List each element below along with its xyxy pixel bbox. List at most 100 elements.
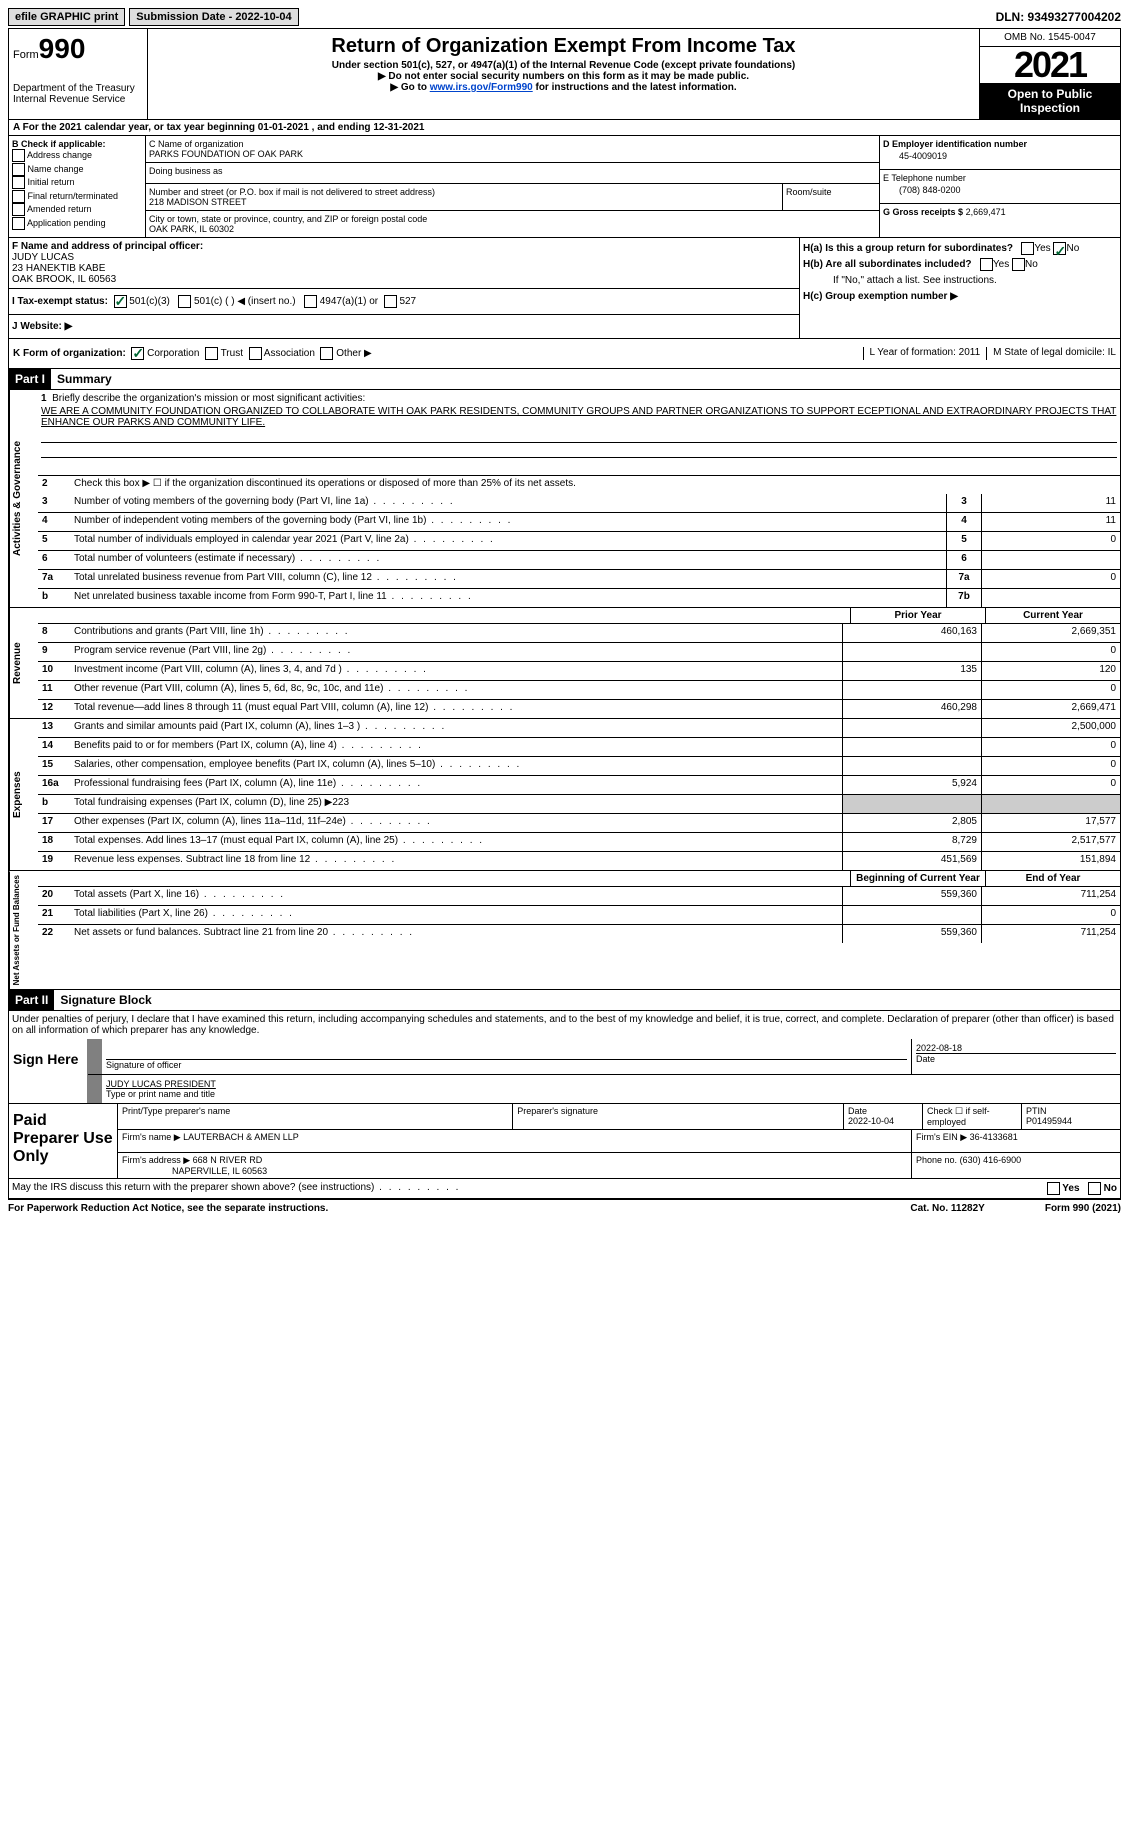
chk-name-change[interactable]: Name change xyxy=(12,163,142,177)
summary-row: 17Other expenses (Part IX, column (A), l… xyxy=(38,814,1120,833)
hdr-prior: Prior Year xyxy=(850,608,985,623)
summary-row: 6Total number of volunteers (estimate if… xyxy=(38,551,1120,570)
summary-row: 11Other revenue (Part VIII, column (A), … xyxy=(38,681,1120,700)
chk-final-return[interactable]: Final return/terminated xyxy=(12,190,142,204)
part2-title: Signature Block xyxy=(54,990,157,1010)
city-value: OAK PARK, IL 60302 xyxy=(149,224,234,234)
side-rev: Revenue xyxy=(9,608,38,718)
klm-row: K Form of organization: Corporation Trus… xyxy=(8,339,1121,369)
chk-initial-return[interactable]: Initial return xyxy=(12,176,142,190)
chk-501c3[interactable] xyxy=(114,295,127,308)
room-cell: Room/suite xyxy=(783,184,879,210)
chk-527[interactable] xyxy=(384,295,397,308)
org-info-grid: B Check if applicable: Address change Na… xyxy=(8,136,1121,238)
note-link: ▶ Go to www.irs.gov/Form990 for instruct… xyxy=(152,82,975,93)
chk-other[interactable] xyxy=(320,347,333,360)
prep-date: 2022-10-04 xyxy=(848,1116,894,1126)
tel-value: (708) 848-0200 xyxy=(883,183,1117,195)
ein-cell: D Employer identification number 45-4009… xyxy=(880,136,1120,170)
header-right: OMB No. 1545-0047 2021 Open to Public In… xyxy=(979,29,1120,119)
dln-text: DLN: 93493277004202 xyxy=(996,10,1121,24)
form-title: Return of Organization Exempt From Incom… xyxy=(152,35,975,58)
chk-corp[interactable] xyxy=(131,347,144,360)
perjury-decl: Under penalties of perjury, I declare th… xyxy=(9,1011,1120,1039)
header-left: Form990 Department of the Treasury Inter… xyxy=(9,29,148,119)
hdr-curr: Current Year xyxy=(985,608,1120,623)
org-name: PARKS FOUNDATION OF OAK PARK xyxy=(149,149,303,159)
topbar: efile GRAPHIC print Submission Date - 20… xyxy=(8,8,1121,26)
chk-trust[interactable] xyxy=(205,347,218,360)
chk-address-change[interactable]: Address change xyxy=(12,149,142,163)
section-f: F Name and address of principal officer:… xyxy=(9,238,799,289)
city-cell: City or town, state or province, country… xyxy=(146,211,879,237)
irs-no[interactable] xyxy=(1088,1182,1101,1195)
chk-501c[interactable] xyxy=(178,295,191,308)
section-i: I Tax-exempt status: 501(c)(3) 501(c) ( … xyxy=(9,289,799,315)
fgh-grid: F Name and address of principal officer:… xyxy=(8,238,1121,339)
ptin-value: P01495944 xyxy=(1026,1116,1072,1126)
officer-name: JUDY LUCAS xyxy=(12,252,74,263)
submission-date-button[interactable]: Submission Date - 2022-10-04 xyxy=(129,8,298,26)
firm-city: NAPERVILLE, IL 60563 xyxy=(172,1166,267,1176)
ha-no[interactable] xyxy=(1053,242,1066,255)
officer-addr2: OAK BROOK, IL 60563 xyxy=(12,274,116,285)
irs-link[interactable]: www.irs.gov/Form990 xyxy=(430,82,533,93)
summary-row: 9Program service revenue (Part VIII, lin… xyxy=(38,643,1120,662)
street-value: 218 MADISON STREET xyxy=(149,197,247,207)
open-to-public: Open to Public Inspection xyxy=(980,83,1120,119)
summary-row: 7aTotal unrelated business revenue from … xyxy=(38,570,1120,589)
dept-label: Department of the Treasury xyxy=(13,83,143,94)
hdr-beg: Beginning of Current Year xyxy=(850,871,985,886)
summary-row: 4Number of independent voting members of… xyxy=(38,513,1120,532)
efile-print-button[interactable]: efile GRAPHIC print xyxy=(8,8,125,26)
paid-prep-label: Paid Preparer Use Only xyxy=(9,1104,117,1178)
gross-cell: G Gross receipts $ 2,669,471 xyxy=(880,204,1120,237)
hb-no[interactable] xyxy=(1012,258,1025,271)
summary-row: 16aProfessional fundraising fees (Part I… xyxy=(38,776,1120,795)
summary-row: bNet unrelated business taxable income f… xyxy=(38,589,1120,607)
may-irs-row: May the IRS discuss this return with the… xyxy=(8,1179,1121,1199)
part2-bar: Part II xyxy=(9,990,54,1010)
ein-value: 45-4009019 xyxy=(883,149,1117,161)
chk-4947[interactable] xyxy=(304,295,317,308)
section-l: L Year of formation: 2011 xyxy=(863,347,981,360)
hb-yes[interactable] xyxy=(980,258,993,271)
irs-label: Internal Revenue Service xyxy=(13,94,143,105)
ha-yes[interactable] xyxy=(1021,242,1034,255)
firm-addr: 668 N RIVER RD xyxy=(193,1155,263,1165)
side-exp: Expenses xyxy=(9,719,38,870)
summary-row: 14Benefits paid to or for members (Part … xyxy=(38,738,1120,757)
form-header: Form990 Department of the Treasury Inter… xyxy=(8,28,1121,120)
sign-here-label: Sign Here xyxy=(9,1039,87,1103)
tel-cell: E Telephone number (708) 848-0200 xyxy=(880,170,1120,204)
irs-yes[interactable] xyxy=(1047,1182,1060,1195)
summary-row: 10Investment income (Part VIII, column (… xyxy=(38,662,1120,681)
summary-row: 8Contributions and grants (Part VIII, li… xyxy=(38,624,1120,643)
summary-row: 22Net assets or fund balances. Subtract … xyxy=(38,925,1120,943)
summary-row: 13Grants and similar amounts paid (Part … xyxy=(38,719,1120,738)
street-cell: Number and street (or P.O. box if mail i… xyxy=(146,184,783,210)
section-de: D Employer identification number 45-4009… xyxy=(879,136,1120,237)
self-emp-check[interactable]: Check ☐ if self-employed xyxy=(923,1104,1022,1129)
section-j: J Website: ▶ xyxy=(9,315,799,338)
tax-year: 2021 xyxy=(980,47,1120,83)
sig-date: 2022-08-18 xyxy=(916,1043,962,1053)
dba-cell: Doing business as xyxy=(146,163,879,184)
summary-row: 15Salaries, other compensation, employee… xyxy=(38,757,1120,776)
firm-name: LAUTERBACH & AMEN LLP xyxy=(183,1132,299,1142)
summary-row: 18Total expenses. Add lines 13–17 (must … xyxy=(38,833,1120,852)
part1-bar: Part I xyxy=(9,369,51,389)
org-name-cell: C Name of organization PARKS FOUNDATION … xyxy=(146,136,879,163)
chk-assoc[interactable] xyxy=(249,347,262,360)
section-m: M State of legal domicile: IL xyxy=(986,347,1116,360)
chk-amended[interactable]: Amended return xyxy=(12,203,142,217)
hdr-end: End of Year xyxy=(985,871,1120,886)
form-subtitle: Under section 501(c), 527, or 4947(a)(1)… xyxy=(152,60,975,71)
side-na: Net Assets or Fund Balances xyxy=(9,871,38,989)
summary-row: 5Total number of individuals employed in… xyxy=(38,532,1120,551)
side-ag: Activities & Governance xyxy=(9,390,38,607)
summary-row: 20Total assets (Part X, line 16)559,3607… xyxy=(38,887,1120,906)
summary-row: bTotal fundraising expenses (Part IX, co… xyxy=(38,795,1120,814)
mission-text: WE ARE A COMMUNITY FOUNDATION ORGANIZED … xyxy=(41,406,1117,428)
chk-app-pending[interactable]: Application pending xyxy=(12,217,142,231)
